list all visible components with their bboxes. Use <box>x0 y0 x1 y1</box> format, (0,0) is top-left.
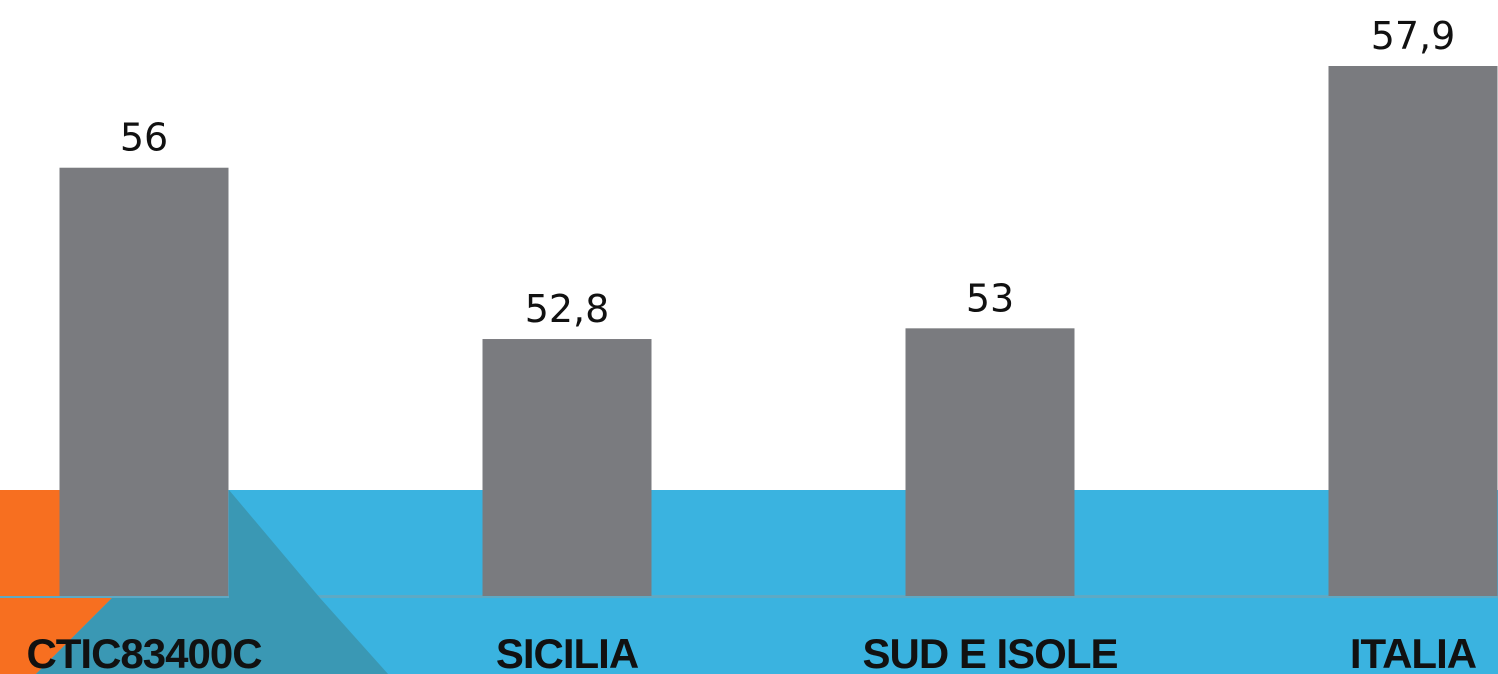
bar-ctic83400c <box>59 167 229 597</box>
x-tick-label: CTIC83400C <box>26 630 262 674</box>
data-label: 57,9 <box>1371 14 1456 58</box>
bar-sud-e-isole <box>905 328 1075 596</box>
x-tick-label: SUD E ISOLE <box>862 630 1117 674</box>
bars-group <box>59 66 1498 597</box>
bar-sicilia <box>482 339 652 596</box>
band-separator <box>0 595 1498 598</box>
x-tick-label: ITALIA <box>1350 630 1477 674</box>
category-labels-group: CTIC83400C SICILIA SUD E ISOLE ITALIA <box>26 630 1477 674</box>
data-label: 56 <box>120 116 168 160</box>
orange-accent-wedge <box>0 598 112 674</box>
x-tick-label: SICILIA <box>496 630 639 674</box>
bar-italia <box>1328 66 1498 596</box>
orange-accent-block <box>0 490 60 596</box>
data-label: 52,8 <box>525 287 610 331</box>
dark-diagonal-facet <box>36 490 388 674</box>
data-label: 53 <box>966 276 1014 320</box>
value-labels-group: 56 52,8 53 57,9 <box>120 14 1455 331</box>
